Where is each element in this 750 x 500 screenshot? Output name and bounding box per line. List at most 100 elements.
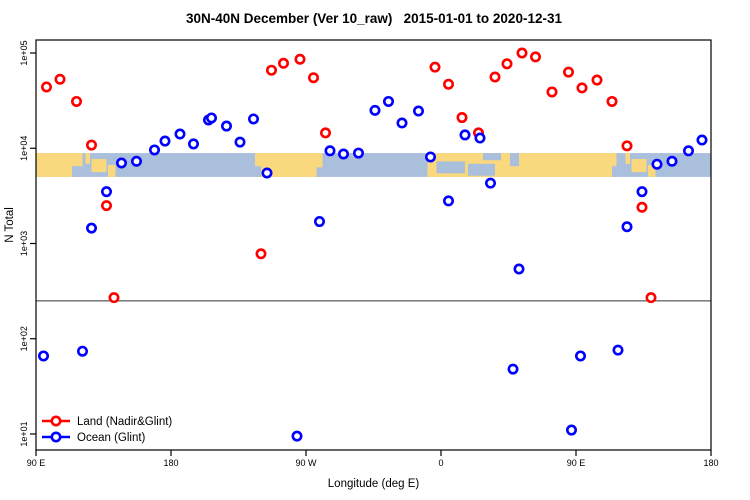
x-tick-label: 90 W [295,458,317,468]
map-strip-sea [255,166,261,177]
land-point [591,74,603,86]
land-point [562,66,574,78]
y-tick-label: 1e+01 [19,421,29,446]
map-strip-sea [436,161,465,174]
map-strip-sea [316,167,323,177]
land-point [71,95,83,107]
land-point [101,200,113,212]
map-strip-sea [72,166,83,177]
ocean-point [612,344,624,356]
y-tick-label: 1e+02 [19,326,29,351]
ocean-point [474,132,486,144]
ocean-point [101,186,113,198]
ocean-point [159,135,171,147]
ocean-point [337,148,349,160]
land-point [546,86,558,98]
map-strip-sea [612,166,617,177]
ocean-point [396,117,408,129]
ocean-point [636,186,648,198]
x-tick-label: 0 [438,458,443,468]
plot-frame [35,39,712,451]
x-tick-label: 90 E [27,458,46,468]
land-point [456,112,468,124]
ocean-point [37,350,49,362]
land-point [307,72,319,84]
legend-label: Ocean (Glint) [77,432,146,444]
map-strip-land [36,153,83,177]
land-point [265,64,277,76]
land-point [636,201,648,213]
land-point [576,82,588,94]
map-strip-island [85,153,90,164]
x-tick-label: 90 E [567,458,586,468]
legend-label: Land (Nadir&Glint) [77,416,172,428]
land-point [54,73,66,85]
land-point [40,81,52,93]
ocean-point [696,134,708,146]
land-point [501,58,513,70]
ocean-point [621,221,633,233]
ocean-point [369,104,381,116]
ocean-point [666,155,678,167]
land-point [86,139,98,151]
land-point [255,248,267,260]
ocean-point [116,157,128,169]
ocean-point [352,147,364,159]
map-strip-sea [468,163,495,176]
ocean-point [424,151,436,163]
ocean-point [459,129,471,141]
land-point [442,78,454,90]
ocean-point [324,145,336,157]
y-tick-label: 1e+03 [19,231,29,256]
ocean-point [234,136,246,148]
ocean-point [248,113,260,125]
ocean-point [131,155,143,167]
map-strip-sea [510,153,519,167]
ocean-point [507,363,519,375]
ocean-point [565,424,577,436]
land-point [529,51,541,63]
ocean-point [574,350,586,362]
ocean-point [412,105,424,117]
ocean-point [206,112,218,124]
ocean-point [77,345,89,357]
ocean-point [442,195,454,207]
ocean-point [484,177,496,189]
map-strip-island [91,159,107,173]
map-strip-island [648,164,656,177]
land-point [489,71,501,83]
ocean-point [291,430,303,442]
map-strip-island [625,153,630,164]
y-tick-label: 1e+05 [19,40,29,65]
map-strip-island [631,159,647,173]
land-point [606,95,618,107]
y-axis-title: N Total [4,207,16,243]
ocean-point [86,222,98,234]
legend-marker [50,431,62,443]
chart-title: 30N-40N December (Ver 10_raw) 2015-01-01… [186,11,562,26]
ocean-point [188,138,200,150]
land-point [645,292,657,304]
legend-marker [50,415,62,427]
x-tick-label: 180 [163,458,178,468]
map-strip-sea [483,153,501,161]
land-point [621,140,633,152]
ocean-point [261,167,273,179]
ocean-point [382,95,394,107]
ocean-point [513,263,525,275]
x-tick-label: 180 [703,458,718,468]
land-point [108,292,120,304]
land-point [319,127,331,139]
ocean-point [682,145,694,157]
ocean-point [221,120,233,132]
land-point [429,61,441,73]
ocean-point [174,128,186,140]
land-point [294,53,306,65]
land-point [516,47,528,59]
map-strip-island [108,164,116,177]
ocean-point [149,144,161,156]
land-point [277,57,289,69]
ocean-point [651,158,663,170]
